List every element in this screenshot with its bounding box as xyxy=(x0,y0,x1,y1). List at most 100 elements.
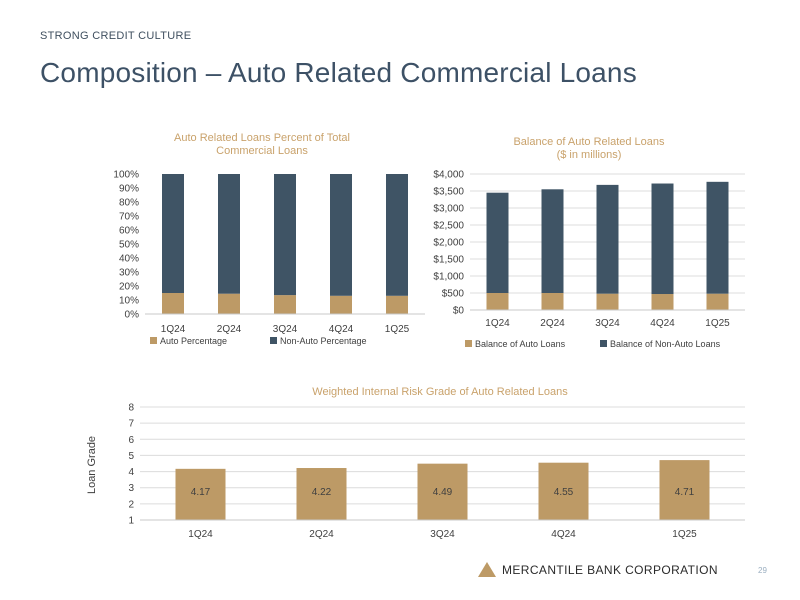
company-name: MERCANTILE BANK CORPORATION xyxy=(502,562,718,577)
x-tick-label: 2Q24 xyxy=(217,324,242,335)
y-tick-label: 2 xyxy=(128,499,134,510)
bar-balance-of-auto-loans xyxy=(541,293,564,310)
x-tick-label: 1Q25 xyxy=(672,529,697,540)
y-tick-label: 100% xyxy=(113,170,139,181)
x-axis: 1Q24 2Q24 3Q24 4Q24 1Q25 xyxy=(470,309,745,329)
x-tick-label: 2Q24 xyxy=(309,529,334,540)
bar-auto-percentage xyxy=(274,295,296,314)
legend-swatch xyxy=(600,340,607,347)
legend-swatch xyxy=(465,340,472,347)
y-tick-label: 20% xyxy=(119,282,139,293)
risk-grade-chart: Weighted Internal Risk Grade of Auto Rel… xyxy=(86,386,745,540)
y-tick-label: $0 xyxy=(453,306,465,317)
y-tick-label: $4,000 xyxy=(433,170,464,181)
chart-title-line-1: Auto Related Loans Percent of Total xyxy=(174,132,350,144)
y-tick-label: $1,000 xyxy=(433,272,464,283)
chart-title-line-2: ($ in millions) xyxy=(557,149,622,161)
bar-balance-of-auto-loans xyxy=(706,293,729,310)
bar-value-label: 4.55 xyxy=(554,487,574,498)
bar-balance-of-auto-loans xyxy=(486,293,509,310)
legend-label: Non-Auto Percentage xyxy=(280,336,367,346)
page-title: Composition – Auto Related Commercial Lo… xyxy=(40,57,637,88)
y-tick-label: 90% xyxy=(119,184,139,195)
x-tick-label: 1Q24 xyxy=(485,318,510,329)
y-tick-label: 4 xyxy=(128,467,134,478)
y-axis: $0 $500 $1,000 $1,500 $2,000 $2,500 $3,000 $3,5… xyxy=(433,170,745,317)
bar-non-auto-percentage xyxy=(162,174,184,293)
y-tick-label: 30% xyxy=(119,268,139,279)
y-tick-label: 50% xyxy=(119,240,139,251)
y-tick-label: $3,000 xyxy=(433,204,464,215)
legend-label: Balance of Non-Auto Loans xyxy=(610,339,721,349)
y-tick-label: 3 xyxy=(128,483,134,494)
y-tick-label: 70% xyxy=(119,212,139,223)
auto-balance-chart: Balance of Auto Related Loans ($ in mill… xyxy=(433,136,745,349)
legend: Auto Percentage Non-Auto Percentage xyxy=(150,336,367,346)
x-tick-label: 2Q24 xyxy=(540,318,565,329)
y-tick-label: 7 xyxy=(128,419,134,430)
x-tick-label: 4Q24 xyxy=(650,318,675,329)
x-tick-label: 3Q24 xyxy=(430,529,455,540)
plot-area: 4.17 4.22 4.49 4.55 4.71 xyxy=(175,460,710,520)
bar-value-label: 4.71 xyxy=(675,487,695,498)
x-tick-label: 3Q24 xyxy=(595,318,620,329)
bar-auto-percentage xyxy=(330,295,352,314)
bar-loan-grade xyxy=(175,468,226,520)
bar-loan-grade xyxy=(659,460,710,520)
company-logo: MERCANTILE BANK CORPORATION xyxy=(478,562,718,577)
x-tick-label: 3Q24 xyxy=(273,324,298,335)
x-axis: 1Q24 2Q24 3Q24 4Q24 1Q25 xyxy=(145,313,425,335)
x-tick-label: 1Q24 xyxy=(188,529,213,540)
bar-value-label: 4.22 xyxy=(312,487,332,498)
y-tick-label: 10% xyxy=(119,296,139,307)
legend-label: Balance of Auto Loans xyxy=(475,339,566,349)
bar-balance-of-non-auto-loans xyxy=(541,189,564,293)
bar-non-auto-percentage xyxy=(218,174,240,294)
y-tick-label: 1 xyxy=(128,516,134,527)
triangle-logo-icon xyxy=(478,562,496,577)
legend-label: Auto Percentage xyxy=(160,336,227,346)
y-tick-label: 80% xyxy=(119,198,139,209)
auto-percent-chart: Auto Related Loans Percent of Total Comm… xyxy=(113,132,425,346)
bar-non-auto-percentage xyxy=(386,174,408,296)
y-tick-label: 0% xyxy=(125,310,140,321)
x-axis: 1Q24 2Q24 3Q24 4Q24 1Q25 xyxy=(140,519,745,540)
y-tick-label: $3,500 xyxy=(433,187,464,198)
y-tick-label: $2,000 xyxy=(433,238,464,249)
x-tick-label: 4Q24 xyxy=(329,324,354,335)
x-tick-label: 1Q25 xyxy=(385,324,410,335)
chart-title-line-2: Commercial Loans xyxy=(216,145,308,157)
plot-area xyxy=(162,174,408,314)
y-axis: 0% 10% 20% 30% 40% 50% 60% 70% 80% 90% 100% xyxy=(113,170,139,321)
bar-non-auto-percentage xyxy=(330,174,352,296)
bar-balance-of-non-auto-loans xyxy=(486,192,509,293)
bar-auto-percentage xyxy=(386,295,408,314)
bar-auto-percentage xyxy=(162,293,184,314)
x-tick-label: 1Q25 xyxy=(705,318,730,329)
page-number: 29 xyxy=(758,566,767,575)
legend-swatch xyxy=(150,337,157,344)
bar-balance-of-non-auto-loans xyxy=(596,184,619,294)
y-axis-title: Loan Grade xyxy=(86,436,98,494)
y-tick-label: 5 xyxy=(128,451,134,462)
section-label: STRONG CREDIT CULTURE xyxy=(40,30,192,42)
y-tick-label: 6 xyxy=(128,435,134,446)
bar-non-auto-percentage xyxy=(274,174,296,296)
plot-area xyxy=(486,181,729,310)
y-tick-label: $500 xyxy=(442,289,465,300)
y-tick-label: $2,500 xyxy=(433,221,464,232)
bar-balance-of-auto-loans xyxy=(651,294,674,310)
y-tick-label: 40% xyxy=(119,254,139,265)
bar-balance-of-non-auto-loans xyxy=(651,183,674,295)
y-tick-label: 8 xyxy=(128,403,134,414)
bar-loan-grade xyxy=(417,463,468,520)
x-tick-label: 4Q24 xyxy=(551,529,576,540)
chart-title-line-1: Weighted Internal Risk Grade of Auto Rel… xyxy=(312,386,568,398)
bar-balance-of-non-auto-loans xyxy=(706,181,729,294)
bar-value-label: 4.49 xyxy=(433,487,453,498)
bar-loan-grade xyxy=(296,468,347,520)
chart-title-line-1: Balance of Auto Related Loans xyxy=(513,136,665,148)
legend: Balance of Auto Loans Balance of Non-Auto… xyxy=(465,339,721,349)
bar-balance-of-auto-loans xyxy=(596,293,619,310)
bar-auto-percentage xyxy=(218,293,240,314)
